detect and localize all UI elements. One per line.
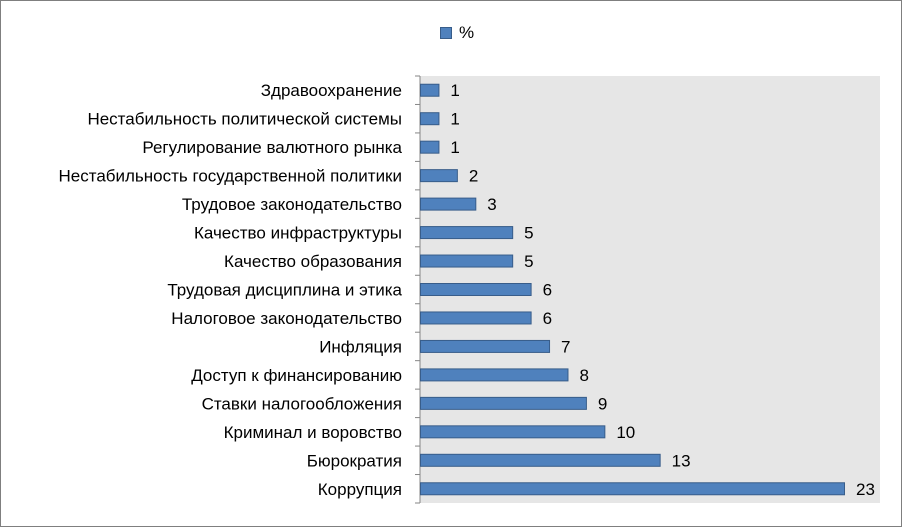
data-label: 3	[487, 195, 496, 214]
category-label: Коррупция	[318, 480, 402, 499]
data-label: 23	[856, 480, 875, 499]
bar	[420, 339, 551, 353]
data-label: 5	[524, 252, 533, 271]
category-label: Качество инфраструктуры	[194, 224, 402, 243]
legend: %	[440, 23, 474, 43]
data-label: 13	[672, 451, 691, 470]
category-label: Налоговое законодательство	[171, 309, 402, 328]
bar	[420, 311, 532, 325]
data-label: 1	[450, 138, 459, 157]
data-label: 1	[450, 110, 459, 129]
category-label: Доступ к финансированию	[191, 366, 402, 385]
category-label: Качество образования	[224, 252, 402, 271]
bar	[420, 197, 477, 211]
bar	[420, 283, 532, 296]
data-label: 10	[616, 423, 635, 442]
category-label: Здравоохранение	[261, 81, 402, 100]
category-label: Ставки налогообложения	[202, 394, 402, 413]
category-label: Трудовое законодательство	[182, 195, 402, 214]
bar	[420, 112, 440, 126]
bar	[420, 482, 845, 496]
data-label: 1	[450, 81, 459, 100]
category-label: Бюрократия	[307, 451, 402, 470]
data-label: 6	[543, 281, 552, 300]
bar	[420, 169, 458, 183]
data-label: 8	[579, 366, 588, 385]
data-label: 2	[469, 167, 478, 186]
data-label: 7	[561, 337, 570, 356]
data-label: 5	[524, 224, 533, 243]
legend-label: %	[459, 23, 475, 42]
category-label: Инфляция	[319, 337, 402, 356]
category-label: Трудовая дисциплина и этика	[167, 281, 402, 300]
bar	[420, 396, 587, 410]
data-label: 9	[598, 394, 607, 413]
category-label: Криминал и воровство	[224, 423, 402, 442]
data-label: 6	[543, 309, 552, 328]
category-label: Нестабильность политической системы	[87, 110, 402, 129]
bar	[420, 425, 606, 439]
bar	[420, 140, 440, 154]
bar	[420, 254, 514, 268]
category-label: Нестабильность государственной политики	[59, 167, 403, 186]
bar	[420, 83, 440, 97]
bar	[420, 453, 661, 467]
legend-swatch	[440, 27, 452, 39]
category-label: Регулирование валютного рынка	[142, 138, 402, 157]
bar	[420, 226, 514, 240]
bar	[420, 368, 569, 382]
